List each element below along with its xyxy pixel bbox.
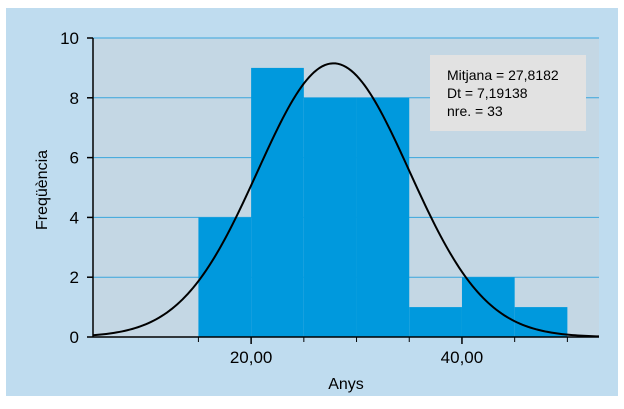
axes: 0 2 4 6 8 10 20,00 40,00 (60, 29, 599, 367)
histogram-bar (251, 67, 304, 338)
stats-box: Mitjana = 27,8182 Dt = 7,19138 nre. = 33 (430, 55, 586, 131)
histogram-bar (356, 97, 410, 337)
histogram-bar (303, 97, 357, 337)
y-axis-label: Freqüència (34, 150, 51, 230)
y-tick-label: 10 (60, 29, 79, 48)
x-tick-label: 20,00 (230, 348, 273, 367)
histogram-bar (198, 217, 252, 337)
y-tick-label: 6 (70, 149, 79, 168)
histogram-bar (409, 307, 462, 337)
x-axis-label: Anys (328, 376, 364, 393)
stats-sd: Dt = 7,19138 (447, 85, 528, 101)
normal-curve (92, 62, 600, 338)
histogram-bar (461, 277, 515, 337)
y-tick-label: 8 (70, 89, 79, 108)
y-tick-label: 2 (70, 268, 79, 287)
stats-n: nre. = 33 (447, 103, 503, 119)
y-tick-label: 0 (70, 328, 79, 347)
stats-mean: Mitjana = 27,8182 (447, 67, 559, 83)
stats-box-background (430, 55, 586, 131)
histogram-bars (198, 67, 568, 338)
histogram-bar (514, 307, 568, 337)
y-tick-label: 4 (70, 208, 79, 227)
x-tick-label: 40,00 (441, 348, 484, 367)
